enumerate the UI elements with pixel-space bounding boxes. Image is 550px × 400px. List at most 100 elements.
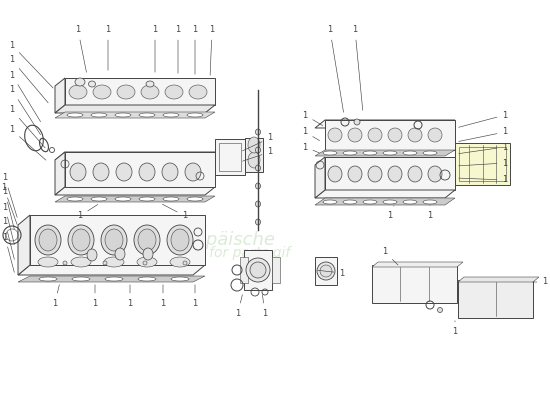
- Text: 1: 1: [75, 26, 86, 72]
- Ellipse shape: [163, 113, 179, 117]
- Text: a passion for parts.gif: a passion for parts.gif: [139, 246, 290, 260]
- Ellipse shape: [388, 128, 402, 142]
- Polygon shape: [55, 112, 215, 118]
- Polygon shape: [315, 157, 325, 198]
- Text: 1: 1: [92, 285, 98, 308]
- Ellipse shape: [162, 163, 178, 181]
- Bar: [244, 250, 272, 290]
- Polygon shape: [18, 215, 30, 275]
- Text: 1: 1: [9, 70, 41, 122]
- Text: 1: 1: [533, 278, 548, 286]
- Text: 1: 1: [9, 86, 41, 135]
- Circle shape: [320, 265, 332, 277]
- Bar: [30, 215, 205, 265]
- Text: 1: 1: [2, 188, 14, 229]
- Polygon shape: [55, 78, 65, 113]
- Bar: [372, 265, 457, 303]
- Bar: [245, 138, 263, 172]
- Text: 1: 1: [2, 174, 17, 217]
- Text: 1: 1: [175, 26, 180, 73]
- Text: 1: 1: [427, 206, 433, 220]
- Ellipse shape: [69, 85, 87, 99]
- Text: 1: 1: [387, 206, 394, 220]
- Ellipse shape: [323, 151, 337, 155]
- Ellipse shape: [323, 200, 337, 204]
- Ellipse shape: [117, 85, 135, 99]
- Ellipse shape: [91, 113, 107, 117]
- Ellipse shape: [138, 277, 156, 281]
- Ellipse shape: [137, 257, 157, 267]
- Polygon shape: [55, 152, 65, 195]
- Bar: [458, 280, 533, 318]
- Polygon shape: [55, 187, 215, 195]
- Circle shape: [250, 262, 266, 278]
- Ellipse shape: [116, 163, 132, 181]
- Ellipse shape: [343, 151, 357, 155]
- Ellipse shape: [67, 197, 83, 201]
- Ellipse shape: [139, 163, 155, 181]
- Text: 1: 1: [452, 321, 458, 336]
- Ellipse shape: [35, 225, 61, 255]
- Ellipse shape: [256, 129, 261, 135]
- Text: 1: 1: [9, 56, 48, 103]
- Ellipse shape: [408, 128, 422, 142]
- Ellipse shape: [256, 183, 261, 189]
- Ellipse shape: [368, 128, 382, 142]
- Text: 1: 1: [243, 148, 273, 161]
- Text: 1: 1: [302, 142, 320, 153]
- Ellipse shape: [72, 277, 90, 281]
- Ellipse shape: [70, 163, 86, 181]
- Ellipse shape: [408, 166, 422, 182]
- Ellipse shape: [383, 200, 397, 204]
- Ellipse shape: [101, 225, 127, 255]
- Ellipse shape: [256, 147, 261, 153]
- Bar: [325, 120, 455, 150]
- Circle shape: [143, 261, 147, 265]
- Ellipse shape: [388, 166, 402, 182]
- Polygon shape: [55, 196, 215, 202]
- Text: 1: 1: [161, 285, 166, 308]
- Polygon shape: [18, 265, 205, 275]
- Ellipse shape: [93, 85, 111, 99]
- Bar: [215, 139, 245, 175]
- Ellipse shape: [115, 248, 125, 260]
- Ellipse shape: [167, 225, 193, 255]
- Text: 1: 1: [2, 202, 14, 244]
- Bar: [315, 257, 337, 285]
- Text: europäische: europäische: [165, 231, 275, 249]
- Text: 1: 1: [152, 26, 158, 72]
- Polygon shape: [315, 198, 455, 205]
- Polygon shape: [315, 190, 455, 198]
- Text: 1: 1: [459, 142, 508, 154]
- Polygon shape: [315, 120, 455, 128]
- Circle shape: [103, 261, 107, 265]
- Ellipse shape: [115, 113, 131, 117]
- Text: 1: 1: [459, 158, 508, 168]
- Text: 1: 1: [192, 285, 197, 308]
- Bar: [459, 147, 506, 181]
- Text: 1: 1: [9, 106, 45, 148]
- Text: 1: 1: [327, 26, 344, 112]
- Ellipse shape: [428, 166, 442, 182]
- Polygon shape: [18, 276, 205, 282]
- Ellipse shape: [72, 229, 90, 251]
- Ellipse shape: [38, 257, 58, 267]
- Circle shape: [63, 261, 67, 265]
- Ellipse shape: [256, 201, 261, 207]
- Circle shape: [246, 258, 270, 282]
- Text: 1: 1: [192, 26, 197, 74]
- Ellipse shape: [39, 277, 57, 281]
- Ellipse shape: [185, 163, 201, 181]
- Ellipse shape: [403, 151, 417, 155]
- Text: 1: 1: [162, 204, 188, 220]
- Bar: [65, 152, 215, 187]
- Text: 1: 1: [9, 40, 53, 88]
- Ellipse shape: [146, 81, 154, 87]
- Text: 1: 1: [128, 285, 133, 308]
- Text: 1: 1: [382, 248, 398, 265]
- Text: 1: 1: [235, 295, 243, 318]
- Ellipse shape: [89, 81, 96, 87]
- Ellipse shape: [68, 225, 94, 255]
- Text: 1: 1: [243, 134, 273, 151]
- Ellipse shape: [143, 248, 153, 260]
